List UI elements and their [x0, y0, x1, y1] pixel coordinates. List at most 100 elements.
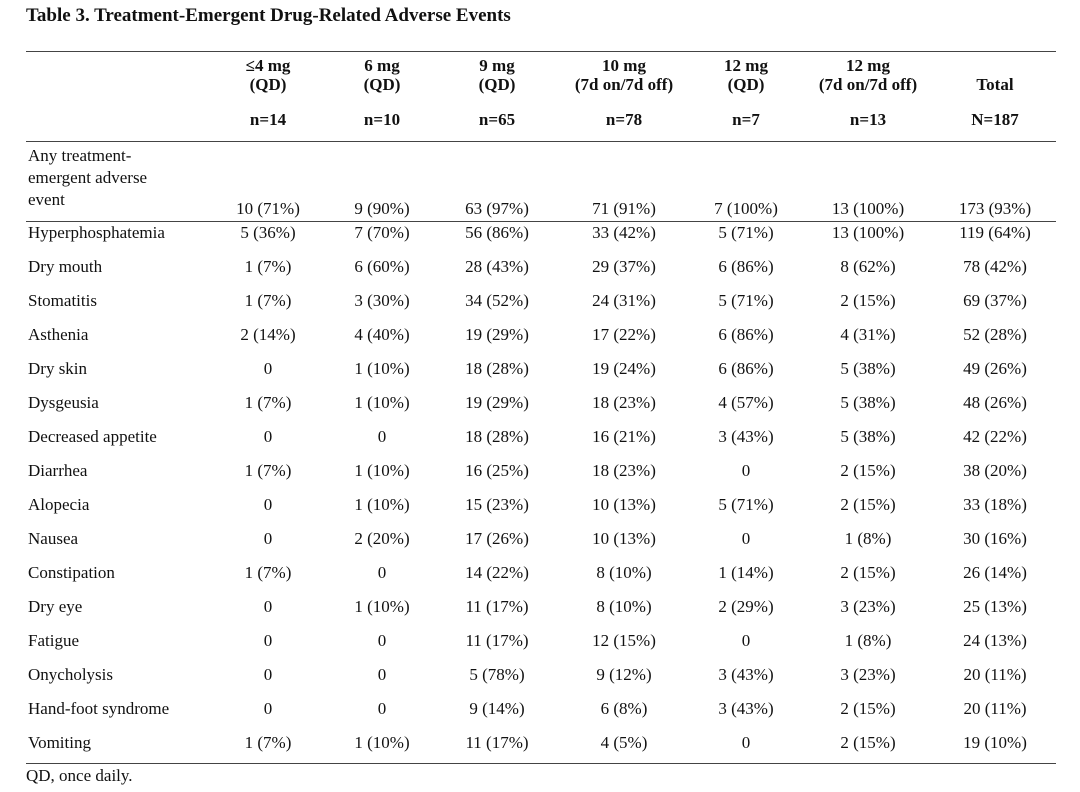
cell-value: 69 (37%): [963, 291, 1027, 310]
first-row-rule: [26, 221, 1056, 222]
cell-value: 71 (91%): [592, 199, 656, 218]
row-label-line: Decreased appetite: [28, 427, 157, 446]
cell-value: 0: [263, 699, 273, 718]
column-header-line1: 12 mg: [846, 56, 890, 75]
table-row: Hand-foot syndrome 0 0 9 (14%) 6 (8%) 3 (43%)…: [0, 699, 1080, 721]
row-label-line: Any treatment-: [28, 146, 132, 165]
column-n: n=10: [363, 110, 401, 129]
row-label: Stomatitis: [28, 291, 97, 311]
row-label: Diarrhea: [28, 461, 87, 481]
cell-value: 38 (20%): [963, 461, 1027, 480]
cell-value: 13 (100%): [831, 199, 905, 218]
cell-value: 2 (15%): [840, 461, 896, 480]
cell-value: 11 (17%): [465, 733, 529, 752]
cell-value: 1 (10%): [354, 393, 410, 412]
cell-value: 6 (8%): [600, 699, 648, 718]
table-row: Dry mouth 1 (7%) 6 (60%) 28 (43%) 29 (37%) 6 …: [0, 257, 1080, 279]
cell-value: 1 (7%): [244, 393, 292, 412]
cell-value: 20 (11%): [963, 699, 1027, 718]
cell-value: 1 (10%): [354, 597, 410, 616]
row-label: Alopecia: [28, 495, 89, 515]
cell-value: 42 (22%): [963, 427, 1027, 446]
cell-value: 1 (8%): [844, 631, 892, 650]
cell-value: 30 (16%): [963, 529, 1027, 548]
cell-value: 5 (71%): [718, 495, 774, 514]
cell-value: 9 (90%): [354, 199, 410, 218]
cell-value: 56 (86%): [465, 223, 529, 242]
column-header: 12 mg (7d on/7d off): [803, 56, 933, 94]
column-header: Total: [930, 56, 1060, 94]
cell-value: 16 (25%): [465, 461, 529, 480]
row-label: Nausea: [28, 529, 78, 549]
cell-value: 1 (7%): [244, 563, 292, 582]
table-row: Stomatitis 1 (7%) 3 (30%) 34 (52%) 24 (31%) 5…: [0, 291, 1080, 313]
row-label-line: event: [28, 190, 65, 209]
row-label: Vomiting: [28, 733, 91, 753]
column-header: ≤4 mg (QD): [203, 56, 333, 94]
column-header: 6 mg (QD): [317, 56, 447, 94]
cell-value: 0: [377, 563, 387, 582]
cell-value: 0: [263, 427, 273, 446]
cell-value: 10 (71%): [236, 199, 300, 218]
cell-value: 0: [377, 631, 387, 650]
cell-value: 4 (31%): [840, 325, 896, 344]
column-header-line2: (QD): [478, 75, 516, 94]
cell-value: 12 (15%): [592, 631, 656, 650]
cell-value: 29 (37%): [592, 257, 656, 276]
cell-value: 1 (7%): [244, 257, 292, 276]
cell-value: 1 (7%): [244, 291, 292, 310]
row-label-line: Diarrhea: [28, 461, 88, 480]
cell-value: 33 (18%): [963, 495, 1027, 514]
cell-value: 1 (7%): [244, 461, 292, 480]
cell-value: 8 (62%): [840, 257, 896, 276]
table-row: Constipation 1 (7%) 0 14 (22%) 8 (10%) 1 (14%…: [0, 563, 1080, 585]
cell-value: 63 (97%): [465, 199, 529, 218]
cell-value: 0: [377, 699, 387, 718]
cell-value: 17 (26%): [465, 529, 529, 548]
table-row: Hyperphosphatemia 5 (36%) 7 (70%) 56 (86%) 3…: [0, 223, 1080, 245]
table-row: Decreased appetite 0 0 18 (28%) 16 (21%) 3 (4…: [0, 427, 1080, 449]
cell-value: 4 (5%): [600, 733, 648, 752]
cell-value: 3 (43%): [718, 427, 774, 446]
cell-value: 0: [741, 461, 751, 480]
cell-value: 17 (22%): [592, 325, 656, 344]
row-label: Any treatment-emergent adverse event: [28, 145, 147, 211]
table-row: Any treatment-emergent adverse event 10 (7…: [0, 145, 1080, 221]
row-label: Hand-foot syndrome: [28, 699, 169, 719]
column-header-line1: 12 mg: [724, 56, 768, 75]
cell-value: 52 (28%): [963, 325, 1027, 344]
column-header-line2: (QD): [363, 75, 401, 94]
row-label-line: Fatigue: [28, 631, 79, 650]
table-title: Table 3. Treatment-Emergent Drug-Related…: [26, 5, 511, 26]
table-row: Alopecia 0 1 (10%) 15 (23%) 10 (13%) 5 (71%) 2…: [0, 495, 1080, 517]
column-header-line2: (QD): [249, 75, 287, 94]
cell-value: 173 (93%): [958, 199, 1032, 218]
cell-value: 0: [263, 495, 273, 514]
row-label-line: Hyperphosphatemia: [28, 223, 165, 242]
row-label-line: Asthenia: [28, 325, 89, 344]
row-label-line: Dry mouth: [28, 257, 103, 276]
cell-value: 1 (8%): [844, 529, 892, 548]
row-label-line: Constipation: [28, 563, 115, 582]
column-header-line2: (7d on/7d off): [818, 75, 918, 94]
cell-value: 2 (29%): [718, 597, 774, 616]
cell-value: 2 (15%): [840, 733, 896, 752]
cell-value: 3 (23%): [840, 597, 896, 616]
cell-value: 5 (71%): [718, 291, 774, 310]
table-row: Fatigue 0 0 11 (17%) 12 (15%) 0 1 (8%) 24 (13%): [0, 631, 1080, 653]
cell-value: 18 (23%): [592, 393, 656, 412]
column-header-line1: 6 mg: [364, 56, 400, 75]
cell-value: 10 (13%): [592, 495, 656, 514]
cell-value: 5 (38%): [840, 393, 896, 412]
cell-value: 6 (86%): [718, 325, 774, 344]
cell-value: 25 (13%): [963, 597, 1027, 616]
table-row: Dysgeusia 1 (7%) 1 (10%) 19 (29%) 18 (23%) 4 …: [0, 393, 1080, 415]
column-header-line1: [930, 56, 1060, 75]
row-label: Dysgeusia: [28, 393, 99, 413]
cell-value: 19 (10%): [963, 733, 1027, 752]
cell-value: 8 (10%): [596, 563, 652, 582]
row-label-line: Hand-foot syndrome: [28, 699, 170, 718]
cell-value: 11 (17%): [465, 597, 529, 616]
cell-value: 0: [377, 427, 387, 446]
cell-value: 1 (14%): [718, 563, 774, 582]
